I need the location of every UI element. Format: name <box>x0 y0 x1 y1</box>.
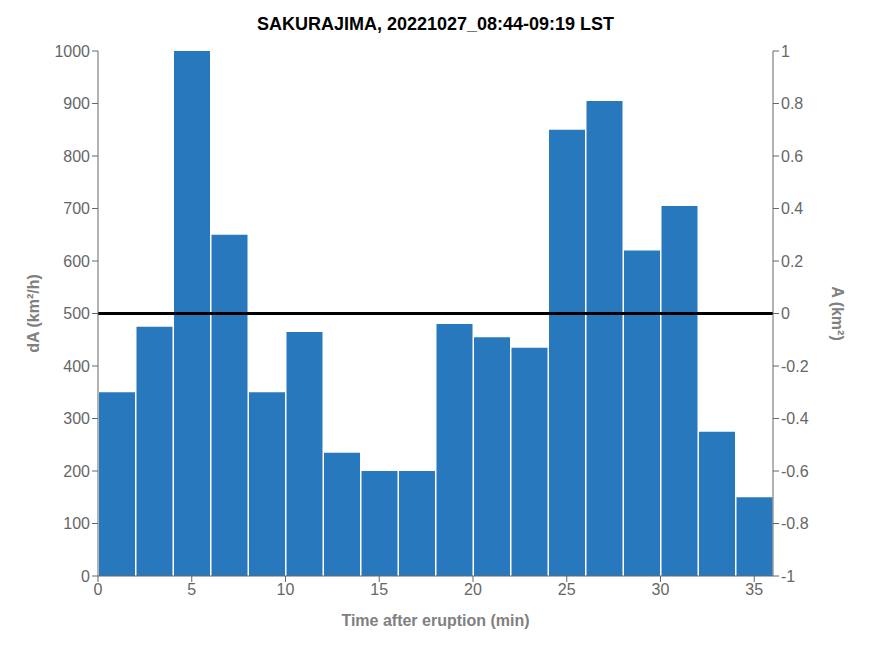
svg-text:300: 300 <box>63 410 90 427</box>
svg-text:30: 30 <box>652 581 670 598</box>
svg-text:35: 35 <box>745 581 763 598</box>
html-text:SAKURAJIMA, 20221027_08:44-09:: SAKURAJIMA, 20221027_08:44-09:19 LST <box>256 14 615 34</box>
svg-text:700: 700 <box>63 200 90 217</box>
svg-text:10: 10 <box>277 581 295 598</box>
svg-text:A (km²): A (km²) <box>829 286 846 341</box>
svg-text:-0.6: -0.6 <box>781 463 809 480</box>
svg-text:500: 500 <box>63 305 90 322</box>
svg-text:600: 600 <box>63 253 90 270</box>
svg-text:1: 1 <box>781 43 790 60</box>
svg-text:800: 800 <box>63 148 90 165</box>
svg-text:200: 200 <box>63 463 90 480</box>
svg-text:0.6: 0.6 <box>781 148 803 165</box>
svg-text:900: 900 <box>63 95 90 112</box>
svg-text:1000: 1000 <box>54 43 90 60</box>
svg-text:0.2: 0.2 <box>781 253 803 270</box>
svg-text:15: 15 <box>370 581 388 598</box>
svg-text:0: 0 <box>94 581 103 598</box>
svg-text:20: 20 <box>464 581 482 598</box>
svg-text:Time after eruption (min): Time after eruption (min) <box>341 612 529 629</box>
svg-text:25: 25 <box>558 581 576 598</box>
svg-text:400: 400 <box>63 358 90 375</box>
svg-text:-0.4: -0.4 <box>781 410 809 427</box>
svg-text:100: 100 <box>63 515 90 532</box>
svg-text:-0.8: -0.8 <box>781 515 809 532</box>
svg-text:0: 0 <box>81 568 90 585</box>
svg-text:-0.2: -0.2 <box>781 358 809 375</box>
svg-text:dA (km²/h): dA (km²/h) <box>25 274 42 353</box>
svg-text:-1: -1 <box>781 568 795 585</box>
svg-text:0.8: 0.8 <box>781 95 803 112</box>
svg-text:5: 5 <box>187 581 196 598</box>
svg-text:0: 0 <box>781 305 790 322</box>
svg-text:0.4: 0.4 <box>781 200 803 217</box>
